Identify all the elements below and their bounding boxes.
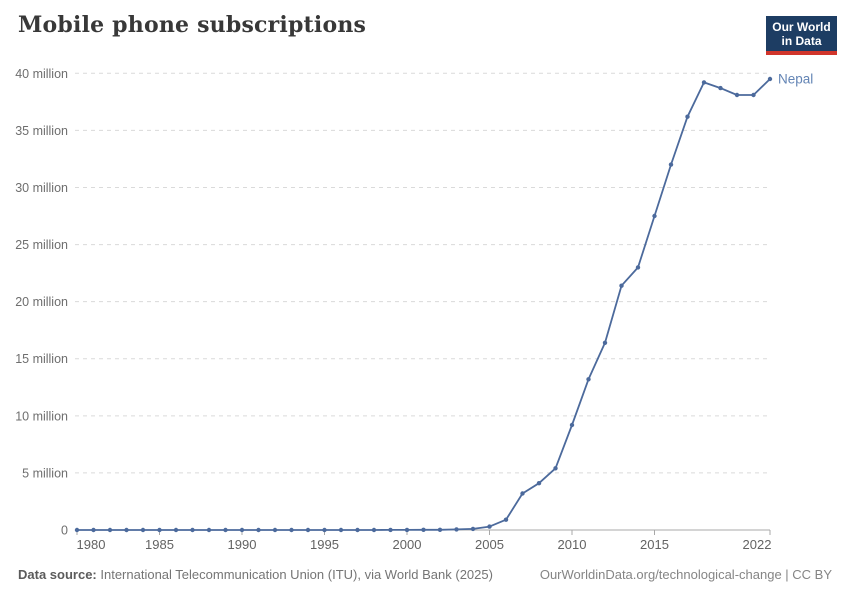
y-axis-tick-label: 10 million	[15, 409, 68, 423]
data-point	[701, 80, 707, 85]
data-point	[652, 213, 657, 219]
data-point	[355, 527, 360, 533]
y-axis-tick-label: 20 million	[15, 295, 68, 309]
data-point	[206, 527, 212, 533]
data-point	[635, 265, 641, 270]
data-point	[322, 527, 327, 533]
data-source-text: International Telecommunication Union (I…	[96, 567, 493, 582]
data-point	[586, 377, 591, 382]
page-title: Mobile phone subscriptions	[18, 12, 367, 38]
data-point	[190, 527, 195, 533]
y-axis-tick-label: 35 million	[15, 124, 68, 138]
data-point	[289, 527, 294, 533]
data-point	[619, 283, 624, 288]
data-point	[470, 526, 476, 532]
x-axis-tick-label: 2005	[475, 537, 504, 552]
data-point	[239, 527, 245, 533]
data-point	[668, 162, 674, 167]
data-point	[767, 76, 773, 82]
attribution-link[interactable]: OurWorldinData.org/technological-change …	[539, 567, 832, 582]
data-point	[685, 114, 690, 119]
data-point	[520, 491, 525, 496]
data-point	[140, 527, 146, 533]
data-point	[569, 422, 575, 428]
x-axis-tick-label: 1980	[77, 537, 106, 552]
data-point	[272, 527, 278, 533]
owid-logo-line1: Our World	[772, 20, 831, 34]
data-point	[536, 481, 542, 486]
data-line	[76, 78, 771, 531]
y-axis-tick-label: 0	[61, 524, 68, 538]
y-axis-tick-label: 40 million	[15, 67, 68, 81]
x-axis-tick-label: 2022	[743, 537, 772, 552]
data-point	[124, 527, 129, 533]
owid-logo[interactable]: Our World in Data	[766, 16, 837, 55]
y-axis-tick-label: 30 million	[15, 181, 68, 195]
data-point	[602, 340, 608, 345]
data-point	[751, 92, 756, 98]
chart-footer: Data source: International Telecommunica…	[18, 567, 832, 582]
x-axis-tick-label: 2000	[393, 537, 422, 552]
data-point	[734, 92, 740, 98]
data-point	[338, 527, 344, 533]
y-axis-tick-label: 25 million	[15, 238, 68, 252]
data-point	[173, 527, 179, 533]
data-point	[718, 85, 723, 91]
data-point	[553, 466, 558, 471]
owid-logo-line2: in Data	[781, 34, 822, 48]
data-point	[157, 527, 162, 533]
x-axis-tick-label: 1985	[145, 537, 174, 552]
y-axis-tick-label: 15 million	[15, 352, 68, 366]
data-point	[421, 527, 426, 532]
data-point	[305, 527, 311, 533]
data-point	[487, 524, 492, 529]
data-point	[454, 527, 459, 532]
x-axis-tick-label: 2010	[558, 537, 587, 552]
x-axis-tick-label: 1995	[310, 537, 339, 552]
data-source-note: Data source: International Telecommunica…	[18, 567, 493, 582]
data-point	[74, 527, 80, 533]
data-point	[107, 527, 113, 533]
data-point	[256, 527, 261, 533]
data-point	[223, 527, 228, 533]
data-point	[437, 527, 443, 532]
entity-label: Nepal	[778, 72, 813, 87]
y-axis-tick-label: 5 million	[22, 466, 68, 480]
data-point	[91, 527, 96, 533]
data-point	[503, 517, 509, 522]
x-axis-tick-label: 1990	[228, 537, 257, 552]
data-point	[371, 527, 377, 533]
data-point	[388, 527, 393, 533]
data-point	[404, 527, 410, 533]
x-axis-tick-label: 2015	[640, 537, 669, 552]
data-source-label: Data source:	[18, 567, 97, 582]
